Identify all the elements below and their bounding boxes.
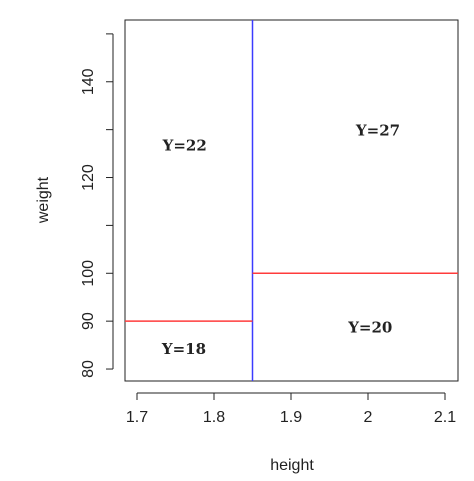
x-tick-label: 2: [364, 409, 373, 426]
y-tick-label: 140: [80, 68, 97, 95]
y-axis-label: weight: [35, 176, 52, 224]
x-tick-label: 1.9: [280, 409, 302, 426]
x-tick-label: 1.7: [126, 409, 148, 426]
plot-box: [124, 19, 459, 382]
region-label: Y=20: [347, 318, 392, 336]
x-tick-label: 2.1: [434, 409, 456, 426]
x-axis-label: height: [270, 457, 314, 474]
region-label: Y=18: [161, 340, 206, 358]
x-tick-label: 1.8: [203, 409, 225, 426]
region-label: Y=22: [162, 136, 207, 154]
y-tick-label: 120: [80, 164, 97, 191]
y-tick-label: 90: [80, 312, 97, 330]
region-label: Y=27: [355, 122, 400, 140]
y-tick-label: 80: [80, 360, 97, 378]
y-tick-label: 100: [80, 260, 97, 287]
